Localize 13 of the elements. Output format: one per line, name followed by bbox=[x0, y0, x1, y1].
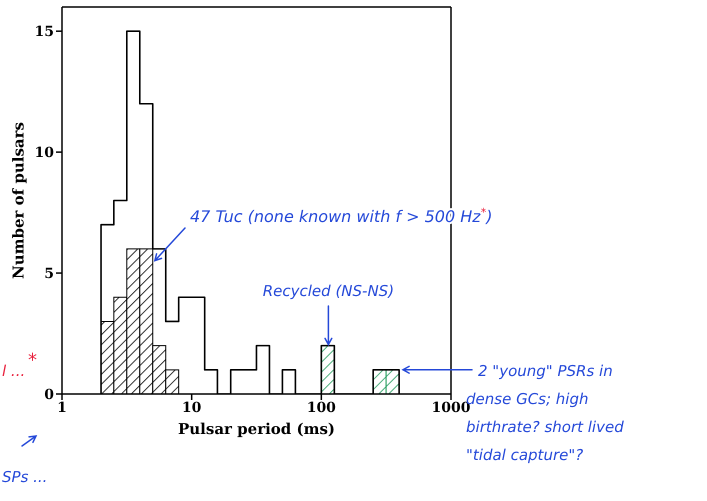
x-tick-label: 100 bbox=[306, 400, 336, 416]
annotation: Recycled (NS-NS) bbox=[262, 282, 394, 300]
text: * bbox=[28, 350, 37, 371]
y-tick-label: 15 bbox=[34, 24, 54, 40]
y-tick-label: 0 bbox=[44, 386, 54, 403]
x-tick-label: 1 bbox=[57, 400, 67, 416]
x-axis-title: Pulsar period (ms) bbox=[178, 420, 336, 438]
x-tick-label: 10 bbox=[182, 400, 202, 416]
text: SPs ... bbox=[2, 468, 48, 486]
y-tick-label: 5 bbox=[44, 266, 54, 282]
y-axis-title: Number of pulsars bbox=[9, 122, 28, 279]
text: l ... bbox=[2, 362, 26, 380]
y-tick-label: 10 bbox=[34, 145, 54, 162]
